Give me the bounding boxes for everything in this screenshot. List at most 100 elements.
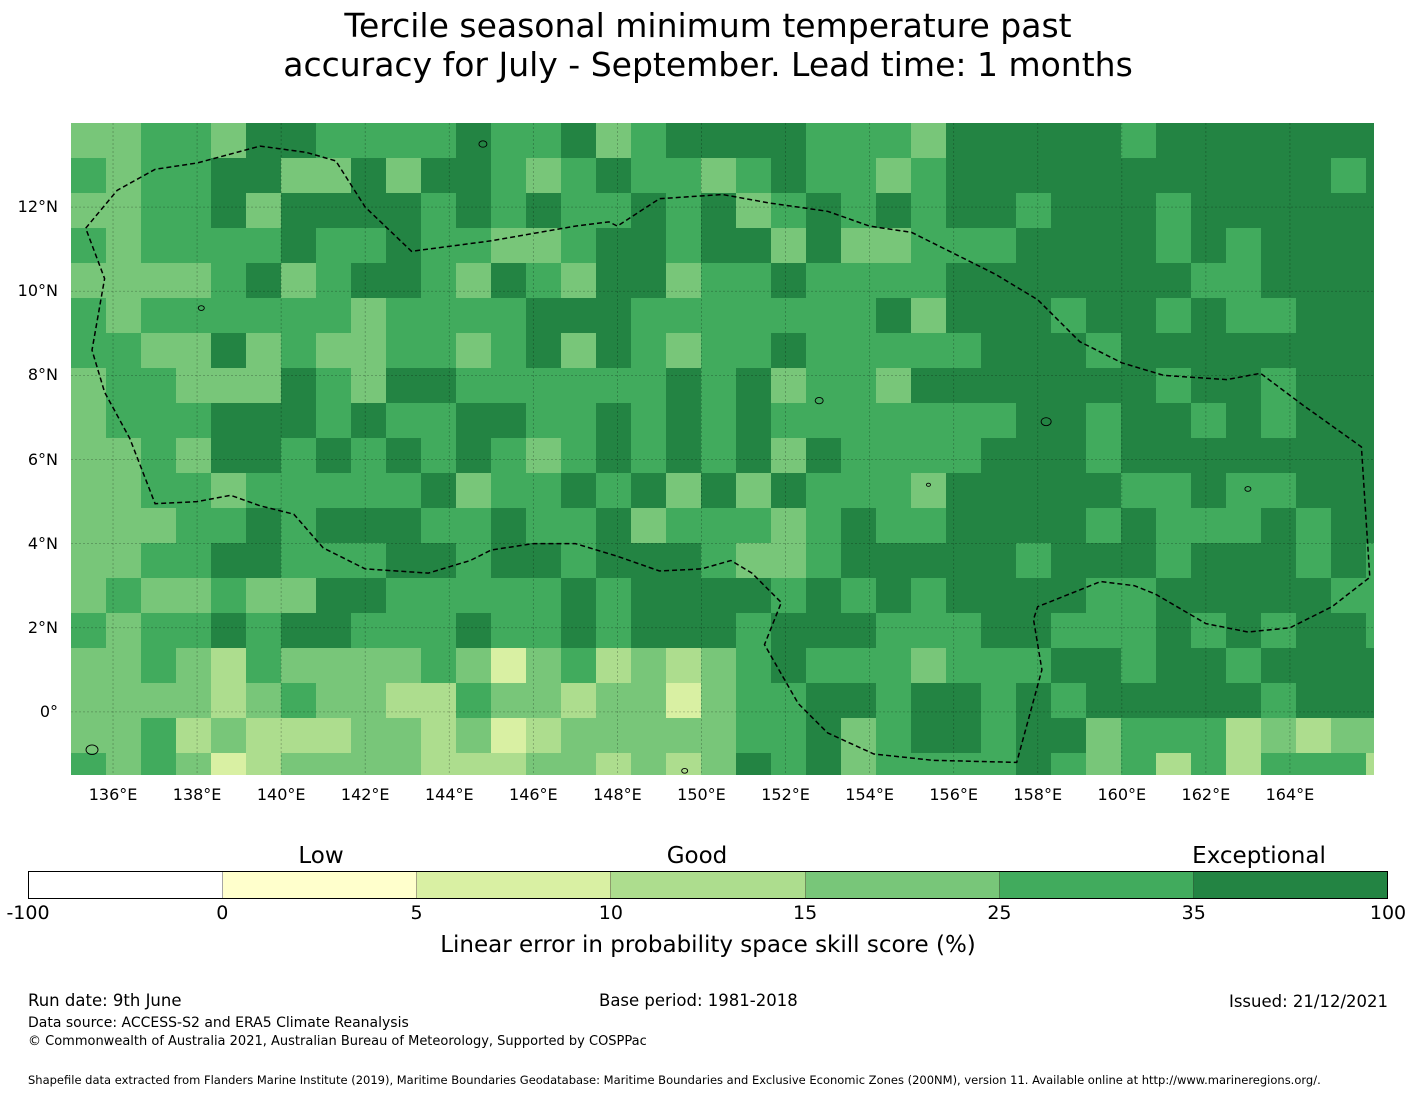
skill-cell: [946, 543, 982, 579]
skill-cell: [351, 123, 387, 159]
skill-cell: [876, 123, 912, 159]
skill-cell: [526, 123, 562, 159]
skill-cell: [1331, 473, 1367, 509]
skill-cell: [806, 158, 842, 194]
skill-cell: [631, 158, 667, 194]
skill-cell: [561, 368, 597, 404]
skill-cell: [736, 543, 772, 579]
colorbar-tick-label: 15: [793, 902, 818, 924]
colorbar-segment: [611, 872, 806, 898]
skill-cell: [456, 578, 492, 614]
skill-cell: [71, 403, 107, 439]
skill-cell: [1331, 648, 1367, 684]
skill-cell: [701, 298, 737, 334]
skill-cell: [246, 648, 282, 684]
skill-cell: [946, 683, 982, 719]
skill-cell: [701, 578, 737, 614]
skill-cell: [1261, 648, 1297, 684]
skill-cell: [876, 648, 912, 684]
skill-cell: [1296, 158, 1332, 194]
skill-cell: [806, 193, 842, 229]
category-label-low: Low: [298, 843, 344, 869]
skill-cell: [981, 403, 1017, 439]
skill-cell: [316, 123, 352, 159]
skill-cell: [596, 228, 632, 264]
skill-cell: [1191, 473, 1227, 509]
skill-cell: [176, 438, 212, 474]
skill-cell: [596, 263, 632, 299]
skill-cell: [1366, 473, 1374, 509]
skill-cell: [281, 473, 317, 509]
skill-cell: [351, 158, 387, 194]
skill-cell: [1366, 263, 1374, 299]
skill-cell: [911, 263, 947, 299]
skill-cell: [981, 543, 1017, 579]
skill-cell: [771, 683, 807, 719]
skill-cell: [421, 648, 457, 684]
skill-cell: [981, 578, 1017, 614]
skill-cell: [246, 263, 282, 299]
skill-cell: [701, 263, 737, 299]
skill-cell: [1331, 718, 1367, 754]
skill-cell: [701, 158, 737, 194]
skill-cell: [1191, 508, 1227, 544]
skill-cell: [1086, 718, 1122, 754]
skill-cell: [316, 298, 352, 334]
colorbar-segment: [223, 872, 418, 898]
skill-cell: [1261, 298, 1297, 334]
skill-cell: [666, 578, 702, 614]
skill-cell: [456, 718, 492, 754]
skill-cell: [1191, 438, 1227, 474]
skill-cell: [1296, 123, 1332, 159]
skill-cell: [281, 368, 317, 404]
skill-cell: [281, 718, 317, 754]
skill-cell: [526, 613, 562, 649]
skill-cell: [666, 333, 702, 369]
skill-cell: [736, 123, 772, 159]
skill-cell: [281, 648, 317, 684]
skill-cell: [1226, 333, 1262, 369]
skill-cell: [71, 683, 107, 719]
lat-tick-label: 12°N: [17, 197, 58, 217]
skill-cell: [1296, 193, 1332, 229]
skill-cell: [351, 228, 387, 264]
skill-cell: [1191, 578, 1227, 614]
skill-cell: [281, 123, 317, 159]
skill-cell: [561, 753, 597, 775]
skill-cell: [561, 508, 597, 544]
skill-cell: [841, 683, 877, 719]
lon-tick-label: 152°E: [761, 785, 810, 804]
skill-cell: [596, 543, 632, 579]
skill-cell: [1086, 683, 1122, 719]
skill-cell: [876, 683, 912, 719]
skill-cell: [106, 473, 142, 509]
skill-cell: [701, 753, 737, 775]
skill-cell: [1366, 298, 1374, 334]
skill-cell: [526, 298, 562, 334]
skill-cell: [701, 228, 737, 264]
skill-cell: [421, 473, 457, 509]
skill-cell: [1121, 648, 1157, 684]
skill-cell: [631, 333, 667, 369]
skill-cell: [176, 333, 212, 369]
skill-cell: [211, 193, 247, 229]
skill-cell: [1121, 543, 1157, 579]
skill-cell: [841, 578, 877, 614]
lon-tick-label: 150°E: [677, 785, 726, 804]
skill-cell: [771, 298, 807, 334]
skill-cell: [211, 263, 247, 299]
skill-cell: [666, 718, 702, 754]
skill-cell: [246, 123, 282, 159]
skill-cell: [596, 123, 632, 159]
skill-cell: [106, 578, 142, 614]
skill-cell: [1366, 578, 1374, 614]
skill-cell: [141, 403, 177, 439]
skill-cell: [701, 473, 737, 509]
skill-cell: [1016, 193, 1052, 229]
skill-cell: [911, 368, 947, 404]
skill-cell: [211, 543, 247, 579]
skill-cell: [71, 753, 107, 775]
skill-cell: [666, 228, 702, 264]
skill-cell: [141, 718, 177, 754]
skill-cell: [211, 123, 247, 159]
